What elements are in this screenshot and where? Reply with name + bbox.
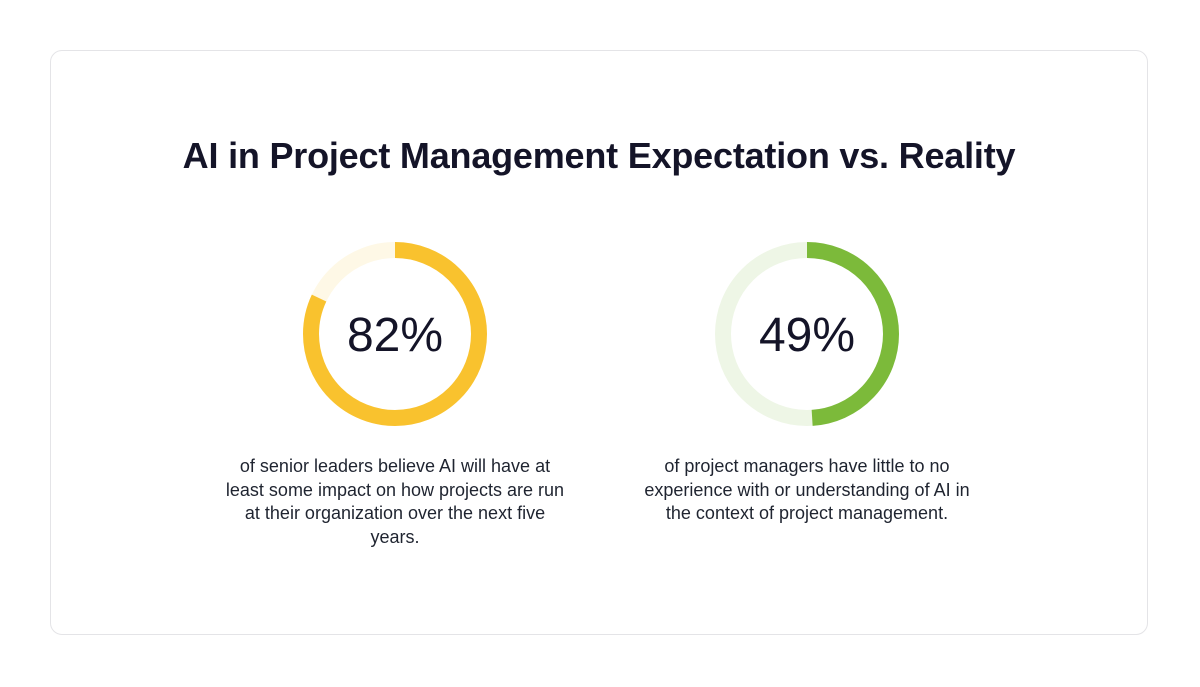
donut-percent-label: 82% — [347, 309, 443, 362]
page-title: AI in Project Management Expectation vs.… — [182, 135, 1016, 176]
stat-description: of senior leaders believe AI will have a… — [225, 456, 565, 547]
stat-project-managers: 49% of project managers have little to n… — [637, 241, 977, 526]
donut-chart-senior-leaders: 82% — [303, 242, 487, 426]
stat-description: of project managers have little to no ex… — [644, 456, 970, 523]
donut-value-arc — [715, 242, 899, 426]
donut-chart-project-managers: 49% — [715, 242, 899, 426]
donut-percent-label: 49% — [759, 309, 855, 362]
stat-senior-leaders: 82% of senior leaders believe AI will ha… — [225, 241, 565, 549]
stats-card: AI in Project Management Expectation vs.… — [50, 50, 1148, 635]
donut-value-arc — [303, 242, 487, 426]
